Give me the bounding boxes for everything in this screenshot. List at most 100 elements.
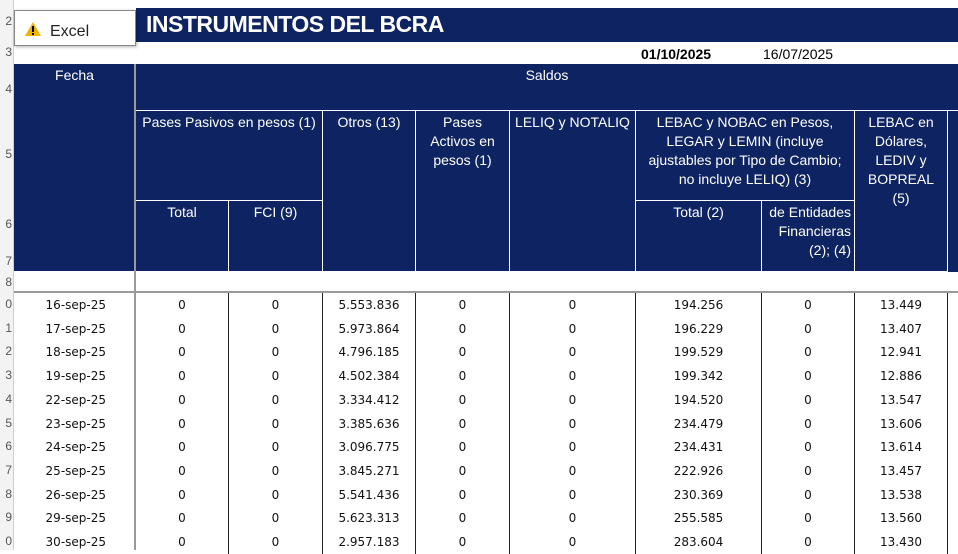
value-cell: 0 <box>229 411 323 436</box>
row-number: 8 <box>5 486 12 501</box>
header-otros: Otros (13) <box>323 111 416 272</box>
value-cell: 0 <box>762 340 855 365</box>
value-cell: 0 <box>762 364 855 389</box>
date-cell: 17-sep-25 <box>45 321 106 336</box>
value-cell: 13.547 <box>855 387 948 412</box>
value-cell: 0 <box>229 458 323 483</box>
value-cell: 3.334.412 <box>323 387 416 412</box>
empty-cell <box>948 530 958 554</box>
date-cell: 19-sep-25 <box>45 369 106 384</box>
value-cell: 5.623.313 <box>323 506 416 531</box>
value-cell: 234.431 <box>636 435 762 460</box>
value-cell: 13.407 <box>855 316 948 341</box>
value-cell: 13.449 <box>855 293 948 317</box>
value-cell: 194.256 <box>636 293 762 317</box>
row-number: 7 <box>5 254 12 268</box>
popup[interactable]: Excel <box>14 10 136 46</box>
value-cell: 13.614 <box>855 435 948 460</box>
value-cell: 0 <box>229 482 323 507</box>
header-lebac-total: Total (2) <box>636 201 762 272</box>
value-cell: 0 <box>229 316 323 341</box>
value-cell: 194.520 <box>636 387 762 412</box>
value-cell: 0 <box>510 506 636 531</box>
value-cell: 5.553.836 <box>323 293 416 317</box>
value-cell: 0 <box>136 530 229 554</box>
row-number: 6 <box>5 439 12 454</box>
value-cell: 0 <box>229 530 323 554</box>
value-cell: 13.457 <box>855 458 948 483</box>
empty-cell <box>948 506 958 530</box>
row-number: 4 <box>5 391 12 406</box>
value-cell: 0 <box>762 411 855 436</box>
value-cell: 0 <box>762 506 855 531</box>
header-lebac-usd: LEBAC en Dólares, LEDIV y BOPREAL (5) <box>855 111 948 272</box>
value-cell: 3.845.271 <box>323 458 416 483</box>
value-cell: 0 <box>510 458 636 483</box>
title: INSTRUMENTOS DEL BCRA <box>146 11 444 37</box>
freeze-line-h <box>14 291 958 293</box>
current-date: 01/10/2025 <box>641 46 712 62</box>
header-pases-activos: Pases Activos en pesos (1) <box>416 111 510 272</box>
header-saldos: Saldos <box>136 64 958 111</box>
value-cell: 0 <box>510 316 636 341</box>
value-cell: 0 <box>510 411 636 436</box>
value-cell: 0 <box>136 340 229 365</box>
value-cell: 0 <box>416 411 510 436</box>
value-cell: 0 <box>136 458 229 483</box>
value-cell: 0 <box>416 530 510 554</box>
date-cell: 25-sep-25 <box>45 463 106 478</box>
value-cell: 0 <box>510 364 636 389</box>
empty-cell <box>948 435 958 459</box>
value-cell: 283.604 <box>636 530 762 554</box>
header-lebac-entidades: de Entidades Financieras (2); (4) <box>762 201 855 272</box>
header-total: Total <box>136 201 229 272</box>
value-cell: 255.585 <box>636 506 762 531</box>
row-number: 4 <box>5 82 12 96</box>
value-cell: 0 <box>136 387 229 412</box>
row-number: 2 <box>5 14 12 28</box>
value-cell: 0 <box>136 482 229 507</box>
empty-cell <box>948 364 958 388</box>
empty-cell <box>948 483 958 507</box>
value-cell: 0 <box>510 530 636 554</box>
value-cell: 0 <box>416 506 510 531</box>
row-number: 8 <box>5 275 12 289</box>
value-cell: 5.541.436 <box>323 482 416 507</box>
value-cell: 0 <box>136 506 229 531</box>
value-cell: 0 <box>136 364 229 389</box>
row-number: 5 <box>5 147 12 161</box>
value-cell: 0 <box>136 316 229 341</box>
value-cell: 0 <box>136 293 229 317</box>
value-cell: 13.538 <box>855 482 948 507</box>
value-cell: 13.560 <box>855 506 948 531</box>
value-cell: 0 <box>762 293 855 317</box>
empty-cell <box>948 459 958 483</box>
value-cell: 0 <box>762 387 855 412</box>
row-number: 1 <box>5 320 12 335</box>
row-number: 9 <box>5 510 12 525</box>
date-cell: 24-sep-25 <box>45 440 106 455</box>
value-cell: 12.886 <box>855 364 948 389</box>
date-cell: 26-sep-25 <box>45 487 106 502</box>
row-number: 0 <box>5 297 12 311</box>
row-number: 6 <box>5 217 12 231</box>
value-cell: 0 <box>510 435 636 460</box>
header-lebac: LEBAC y NOBAC en Pesos, LEGAR y LEMIN (i… <box>636 111 855 201</box>
value-cell: 0 <box>510 293 636 317</box>
empty-cell <box>948 317 958 341</box>
value-cell: 230.369 <box>636 482 762 507</box>
row-number: 5 <box>5 415 12 430</box>
row-number: 3 <box>5 368 12 383</box>
date-cell: 29-sep-25 <box>45 511 106 526</box>
row-number: 0 <box>5 534 12 548</box>
date-cell: 23-sep-25 <box>45 416 106 431</box>
value-cell: 0 <box>762 482 855 507</box>
value-cell: 0 <box>762 435 855 460</box>
warning-icon <box>25 22 41 36</box>
value-cell: 0 <box>229 293 323 317</box>
value-cell: 0 <box>229 364 323 389</box>
value-cell: 4.796.185 <box>323 340 416 365</box>
title-bar <box>136 8 958 42</box>
row-number: 2 <box>5 344 12 359</box>
